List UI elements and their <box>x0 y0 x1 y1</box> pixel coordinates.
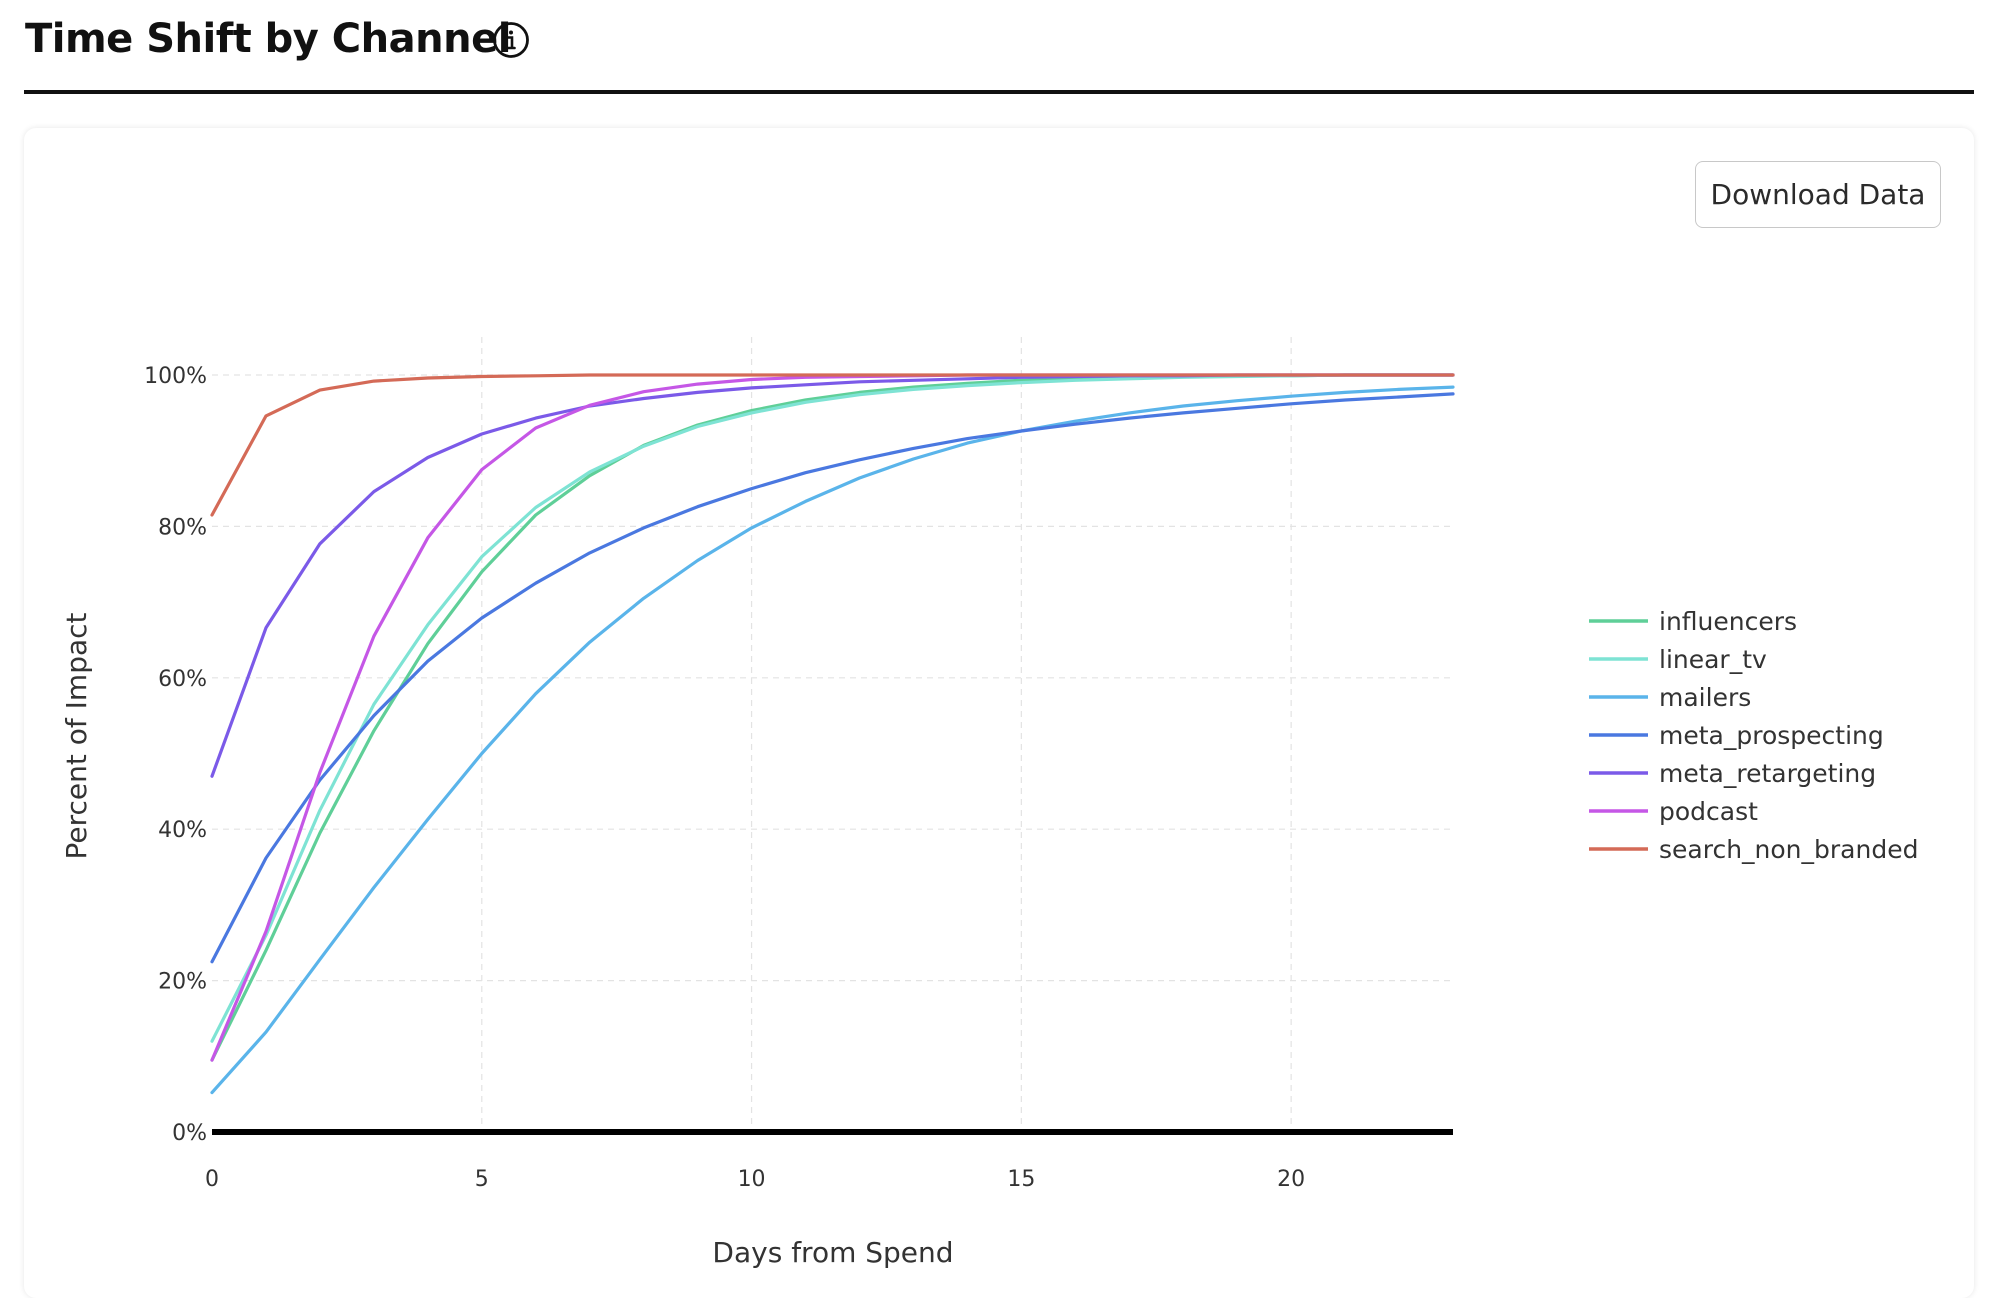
legend-label: meta_retargeting <box>1659 759 1876 788</box>
download-data-button[interactable]: Download Data <box>1695 161 1941 228</box>
y-tick-label: 80% <box>158 515 207 540</box>
chart-grid <box>212 337 1453 1132</box>
chart-card <box>24 128 1974 1298</box>
y-tick-label: 60% <box>158 667 207 692</box>
y-tick-label: 20% <box>158 970 207 995</box>
y-axis-label: Percent of Impact <box>60 612 93 859</box>
info-icon[interactable] <box>492 21 530 59</box>
series-line-mailers <box>210 385 1455 1095</box>
page-title: Time Shift by Channel <box>25 16 511 62</box>
x-axis-label: Days from Spend <box>712 1236 953 1269</box>
chart-series <box>210 373 1455 1095</box>
legend-label: influencers <box>1659 607 1797 636</box>
legend-label: search_non_branded <box>1659 835 1918 864</box>
y-tick-label: 100% <box>144 364 207 389</box>
x-tick-label: 15 <box>1007 1167 1035 1192</box>
series-line-search-non-branded <box>210 373 1455 517</box>
y-tick-label: 0% <box>172 1121 207 1146</box>
series-line-meta-retargeting <box>210 373 1455 778</box>
legend-label: mailers <box>1659 683 1751 712</box>
x-tick-label: 5 <box>475 1167 489 1192</box>
page-header: Time Shift by Channel <box>24 0 1974 94</box>
legend-label: podcast <box>1659 797 1758 826</box>
x-tick-label: 10 <box>738 1167 766 1192</box>
x-tick-label: 0 <box>205 1167 219 1192</box>
legend-label: meta_prospecting <box>1659 721 1884 750</box>
series-line-meta-prospecting <box>210 392 1455 964</box>
y-tick-label: 40% <box>158 818 207 843</box>
chart-axes: 0 5 10 15 20 0% 20% 40% 60% 80% 100% <box>144 364 1453 1192</box>
x-tick-label: 20 <box>1277 1167 1305 1192</box>
legend-label: linear_tv <box>1659 645 1767 674</box>
